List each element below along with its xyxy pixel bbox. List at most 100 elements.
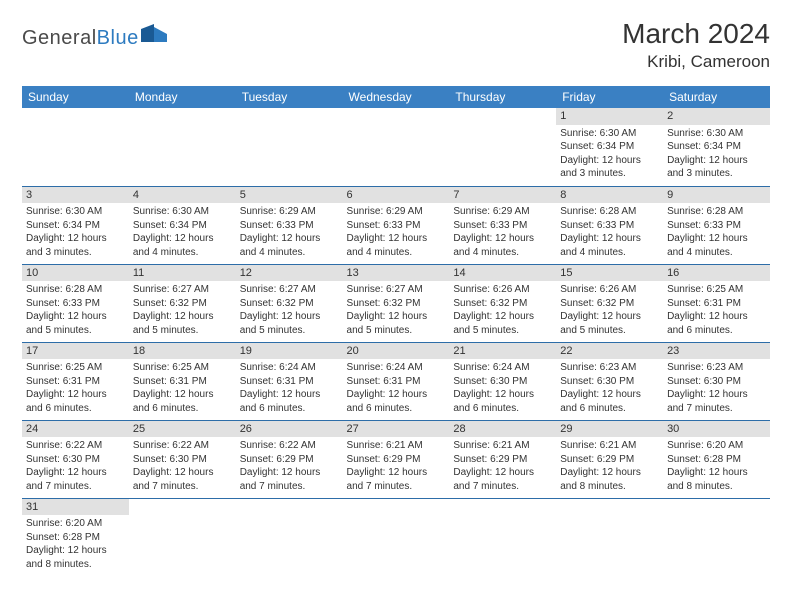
sunset-text: Sunset: 6:29 PM [347, 453, 446, 467]
day-header: Thursday [449, 86, 556, 108]
sunrise-text: Sunrise: 6:23 AM [667, 361, 766, 375]
day-number: 2 [663, 108, 770, 125]
day-body: Sunrise: 6:22 AMSunset: 6:30 PMDaylight:… [129, 437, 236, 497]
day-header-row: Sunday Monday Tuesday Wednesday Thursday… [22, 86, 770, 108]
calendar-cell [663, 498, 770, 576]
day-number: 4 [129, 187, 236, 204]
calendar-week-row: 10Sunrise: 6:28 AMSunset: 6:33 PMDayligh… [22, 264, 770, 342]
day-number: 13 [343, 265, 450, 282]
calendar-cell: 2Sunrise: 6:30 AMSunset: 6:34 PMDaylight… [663, 108, 770, 186]
logo-text-general: General [22, 27, 97, 50]
daylight-text: Daylight: 12 hours and 7 minutes. [26, 466, 125, 493]
day-number: 6 [343, 187, 450, 204]
day-body: Sunrise: 6:25 AMSunset: 6:31 PMDaylight:… [129, 359, 236, 419]
calendar-cell [449, 498, 556, 576]
sunrise-text: Sunrise: 6:25 AM [133, 361, 232, 375]
daylight-text: Daylight: 12 hours and 6 minutes. [26, 388, 125, 415]
calendar-cell: 24Sunrise: 6:22 AMSunset: 6:30 PMDayligh… [22, 420, 129, 498]
sunset-text: Sunset: 6:30 PM [560, 375, 659, 389]
day-body: Sunrise: 6:29 AMSunset: 6:33 PMDaylight:… [449, 203, 556, 263]
sunrise-text: Sunrise: 6:21 AM [560, 439, 659, 453]
day-number: 24 [22, 421, 129, 438]
sunrise-text: Sunrise: 6:29 AM [347, 205, 446, 219]
sunrise-text: Sunrise: 6:20 AM [26, 517, 125, 531]
calendar-cell: 25Sunrise: 6:22 AMSunset: 6:30 PMDayligh… [129, 420, 236, 498]
logo-flag-icon [141, 24, 167, 47]
calendar-cell: 14Sunrise: 6:26 AMSunset: 6:32 PMDayligh… [449, 264, 556, 342]
day-number: 22 [556, 343, 663, 360]
daylight-text: Daylight: 12 hours and 4 minutes. [560, 232, 659, 259]
daylight-text: Daylight: 12 hours and 7 minutes. [347, 466, 446, 493]
sunset-text: Sunset: 6:31 PM [667, 297, 766, 311]
daylight-text: Daylight: 12 hours and 6 minutes. [453, 388, 552, 415]
sunrise-text: Sunrise: 6:28 AM [26, 283, 125, 297]
sunrise-text: Sunrise: 6:22 AM [240, 439, 339, 453]
day-body: Sunrise: 6:28 AMSunset: 6:33 PMDaylight:… [663, 203, 770, 263]
sunrise-text: Sunrise: 6:30 AM [560, 127, 659, 141]
calendar-cell [236, 108, 343, 186]
sunset-text: Sunset: 6:30 PM [667, 375, 766, 389]
sunset-text: Sunset: 6:32 PM [133, 297, 232, 311]
calendar-week-row: 31Sunrise: 6:20 AMSunset: 6:28 PMDayligh… [22, 498, 770, 576]
sunrise-text: Sunrise: 6:29 AM [453, 205, 552, 219]
calendar-week-row: 24Sunrise: 6:22 AMSunset: 6:30 PMDayligh… [22, 420, 770, 498]
day-body: Sunrise: 6:26 AMSunset: 6:32 PMDaylight:… [449, 281, 556, 341]
daylight-text: Daylight: 12 hours and 7 minutes. [133, 466, 232, 493]
calendar-cell: 21Sunrise: 6:24 AMSunset: 6:30 PMDayligh… [449, 342, 556, 420]
day-body: Sunrise: 6:28 AMSunset: 6:33 PMDaylight:… [22, 281, 129, 341]
sunrise-text: Sunrise: 6:26 AM [453, 283, 552, 297]
sunset-text: Sunset: 6:32 PM [347, 297, 446, 311]
sunrise-text: Sunrise: 6:24 AM [453, 361, 552, 375]
day-number: 29 [556, 421, 663, 438]
day-body: Sunrise: 6:30 AMSunset: 6:34 PMDaylight:… [663, 125, 770, 185]
day-number: 11 [129, 265, 236, 282]
daylight-text: Daylight: 12 hours and 5 minutes. [240, 310, 339, 337]
sunset-text: Sunset: 6:29 PM [240, 453, 339, 467]
day-number: 14 [449, 265, 556, 282]
calendar-cell: 27Sunrise: 6:21 AMSunset: 6:29 PMDayligh… [343, 420, 450, 498]
sunrise-text: Sunrise: 6:22 AM [26, 439, 125, 453]
sunrise-text: Sunrise: 6:21 AM [347, 439, 446, 453]
day-body: Sunrise: 6:30 AMSunset: 6:34 PMDaylight:… [22, 203, 129, 263]
calendar-cell: 30Sunrise: 6:20 AMSunset: 6:28 PMDayligh… [663, 420, 770, 498]
calendar-cell: 7Sunrise: 6:29 AMSunset: 6:33 PMDaylight… [449, 186, 556, 264]
calendar-cell: 16Sunrise: 6:25 AMSunset: 6:31 PMDayligh… [663, 264, 770, 342]
daylight-text: Daylight: 12 hours and 5 minutes. [560, 310, 659, 337]
day-body: Sunrise: 6:29 AMSunset: 6:33 PMDaylight:… [343, 203, 450, 263]
calendar-cell: 3Sunrise: 6:30 AMSunset: 6:34 PMDaylight… [22, 186, 129, 264]
calendar-week-row: 3Sunrise: 6:30 AMSunset: 6:34 PMDaylight… [22, 186, 770, 264]
day-body: Sunrise: 6:25 AMSunset: 6:31 PMDaylight:… [22, 359, 129, 419]
day-number: 26 [236, 421, 343, 438]
sunrise-text: Sunrise: 6:28 AM [560, 205, 659, 219]
day-body: Sunrise: 6:21 AMSunset: 6:29 PMDaylight:… [449, 437, 556, 497]
daylight-text: Daylight: 12 hours and 6 minutes. [667, 310, 766, 337]
sunrise-text: Sunrise: 6:24 AM [347, 361, 446, 375]
day-number: 19 [236, 343, 343, 360]
day-body: Sunrise: 6:27 AMSunset: 6:32 PMDaylight:… [343, 281, 450, 341]
sunset-text: Sunset: 6:31 PM [240, 375, 339, 389]
sunset-text: Sunset: 6:32 PM [240, 297, 339, 311]
day-number: 5 [236, 187, 343, 204]
day-body: Sunrise: 6:22 AMSunset: 6:29 PMDaylight:… [236, 437, 343, 497]
daylight-text: Daylight: 12 hours and 4 minutes. [133, 232, 232, 259]
day-body: Sunrise: 6:29 AMSunset: 6:33 PMDaylight:… [236, 203, 343, 263]
day-number: 12 [236, 265, 343, 282]
day-body: Sunrise: 6:20 AMSunset: 6:28 PMDaylight:… [663, 437, 770, 497]
sunset-text: Sunset: 6:31 PM [133, 375, 232, 389]
sunset-text: Sunset: 6:29 PM [453, 453, 552, 467]
sunrise-text: Sunrise: 6:23 AM [560, 361, 659, 375]
day-body: Sunrise: 6:24 AMSunset: 6:31 PMDaylight:… [236, 359, 343, 419]
daylight-text: Daylight: 12 hours and 6 minutes. [347, 388, 446, 415]
daylight-text: Daylight: 12 hours and 6 minutes. [560, 388, 659, 415]
sunset-text: Sunset: 6:31 PM [347, 375, 446, 389]
sunset-text: Sunset: 6:28 PM [26, 531, 125, 545]
daylight-text: Daylight: 12 hours and 5 minutes. [347, 310, 446, 337]
day-number: 15 [556, 265, 663, 282]
sunrise-text: Sunrise: 6:27 AM [240, 283, 339, 297]
day-number: 18 [129, 343, 236, 360]
daylight-text: Daylight: 12 hours and 4 minutes. [453, 232, 552, 259]
sunrise-text: Sunrise: 6:27 AM [347, 283, 446, 297]
calendar-cell: 1Sunrise: 6:30 AMSunset: 6:34 PMDaylight… [556, 108, 663, 186]
calendar-cell [129, 108, 236, 186]
day-body: Sunrise: 6:30 AMSunset: 6:34 PMDaylight:… [556, 125, 663, 185]
